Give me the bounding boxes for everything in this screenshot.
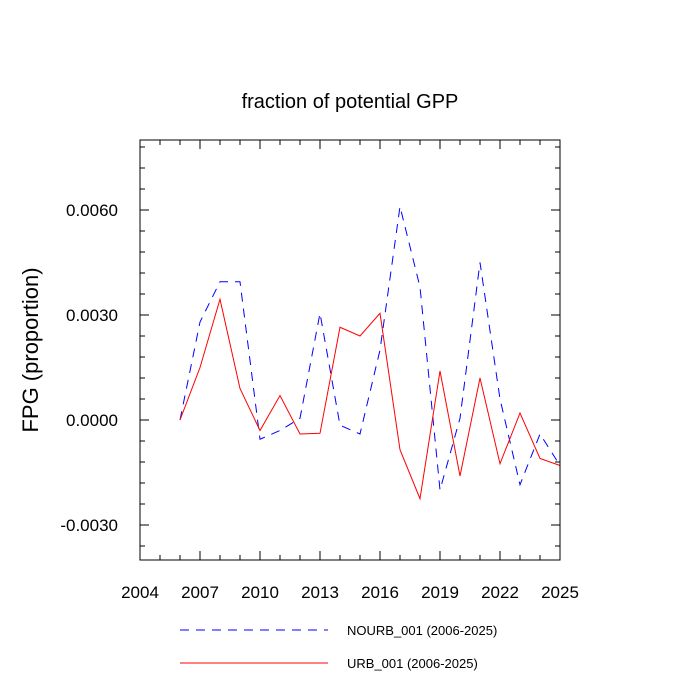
y-tick-label: 0.0060 (66, 201, 118, 220)
series-line-urb-001 (179, 297, 561, 501)
x-tick-label: 2019 (421, 583, 459, 602)
chart-title: fraction of potential GPP (242, 91, 459, 113)
y-tick-label: 0.0000 (66, 411, 118, 430)
plot-frame (139, 139, 561, 561)
x-tick-label: 2010 (241, 583, 279, 602)
y-tick-label: 0.0030 (66, 306, 118, 325)
legend: NOURB_001 (2006-2025) URB_001 (2006-2025) (180, 623, 497, 671)
x-tick-label: 2004 (121, 583, 159, 602)
legend-label: NOURB_001 (2006-2025) (347, 623, 497, 638)
y-tick-label: -0.0030 (60, 516, 118, 535)
series-lines (179, 206, 561, 501)
series-line-nourb-001 (179, 206, 561, 491)
axis-ticks: 2004 2007 2010 2013 2016 2019 2022 2025 -0.0030 0… (60, 140, 579, 602)
x-tick-label: 2016 (361, 583, 399, 602)
x-tick-label: 2025 (541, 583, 579, 602)
y-axis-label: FPG (proportion) (18, 267, 43, 432)
legend-label: URB_001 (2006-2025) (347, 656, 478, 671)
x-tick-label: 2022 (481, 583, 519, 602)
x-tick-label: 2013 (301, 583, 339, 602)
x-tick-label: 2007 (181, 583, 219, 602)
